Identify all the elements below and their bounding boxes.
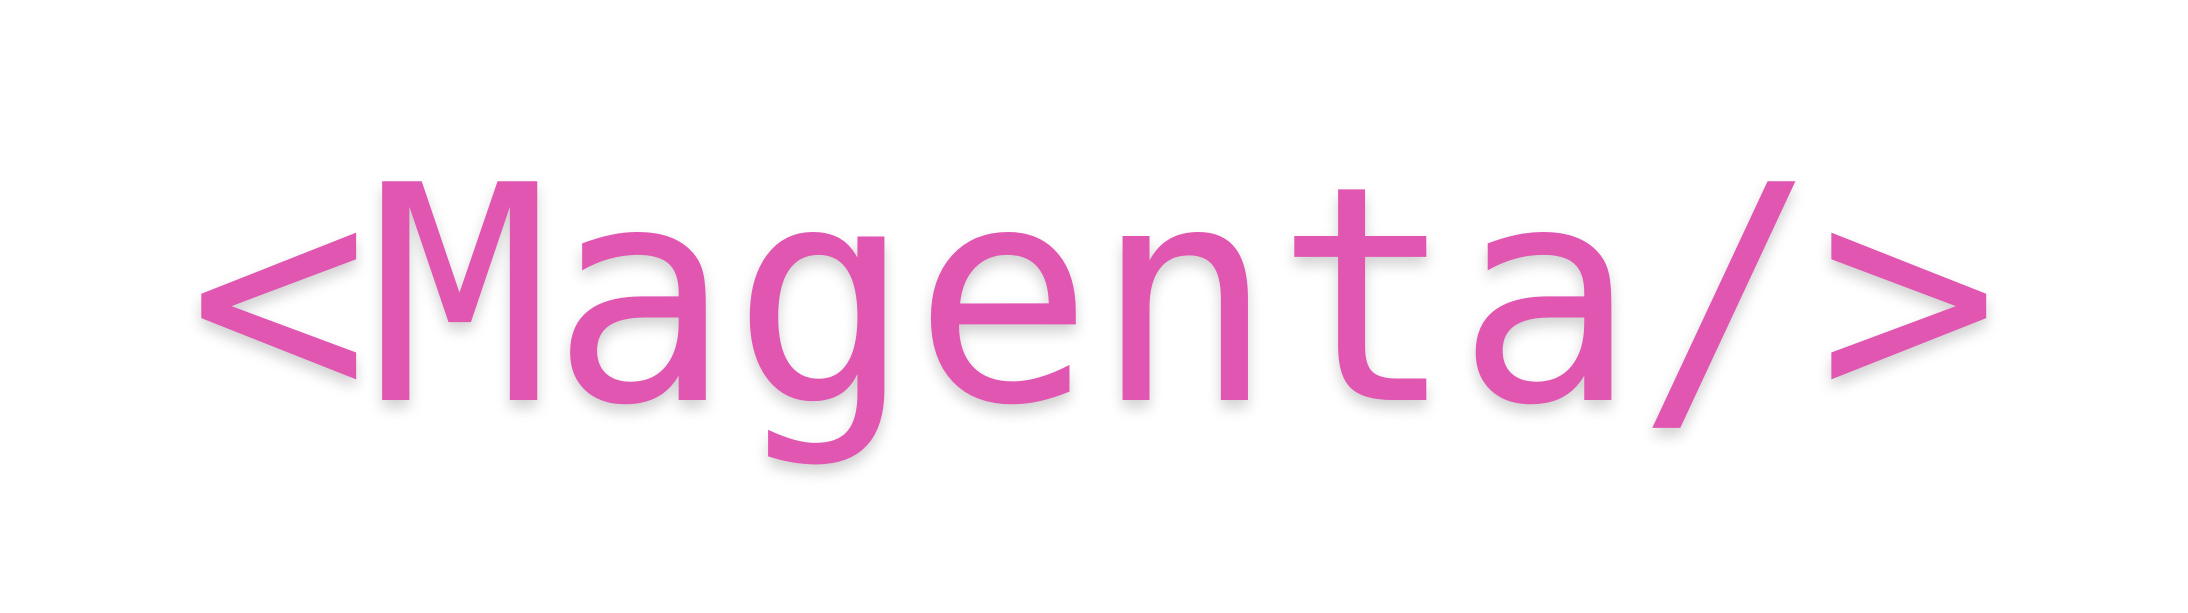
magenta-wordmark: <Magenta/> [188,121,2000,471]
